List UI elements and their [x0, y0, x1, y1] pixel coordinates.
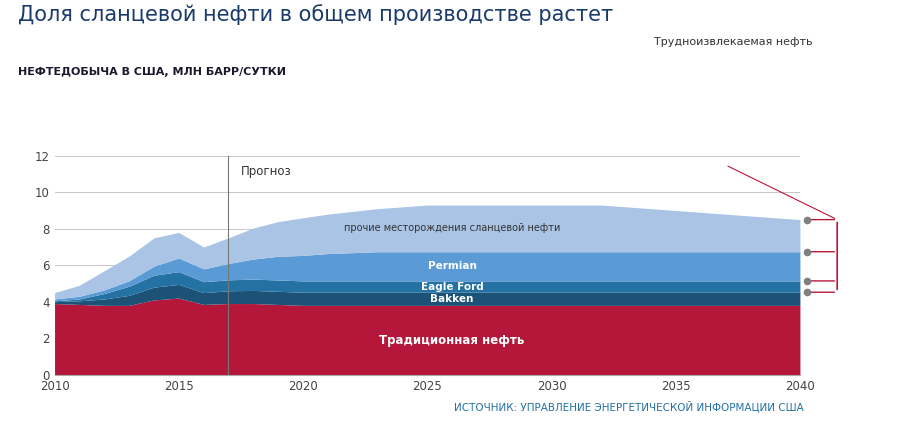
Text: Традиционная нефть: Традиционная нефть — [379, 333, 524, 346]
Text: Eagle Ford: Eagle Ford — [421, 282, 484, 292]
Text: ИСТОЧНИК: УПРАВЛЕНИЕ ЭНЕРГЕТИЧЕСКОЙ ИНФОРМАЦИИ США: ИСТОЧНИК: УПРАВЛЕНИЕ ЭНЕРГЕТИЧЕСКОЙ ИНФО… — [454, 401, 804, 413]
Text: прочие месторождения сланцевой нефти: прочие месторождения сланцевой нефти — [344, 224, 560, 233]
Text: Трудноизвлекаемая нефть: Трудноизвлекаемая нефть — [654, 37, 813, 47]
Text: Permian: Permian — [427, 261, 476, 271]
Text: Доля сланцевой нефти в общем производстве растет: Доля сланцевой нефти в общем производств… — [18, 4, 614, 25]
Text: НЕФТЕДОБЫЧА В США, МЛН БАРР/СУТКИ: НЕФТЕДОБЫЧА В США, МЛН БАРР/СУТКИ — [18, 67, 286, 77]
Text: Bakken: Bakken — [430, 294, 474, 304]
Text: Прогноз: Прогноз — [241, 165, 292, 178]
